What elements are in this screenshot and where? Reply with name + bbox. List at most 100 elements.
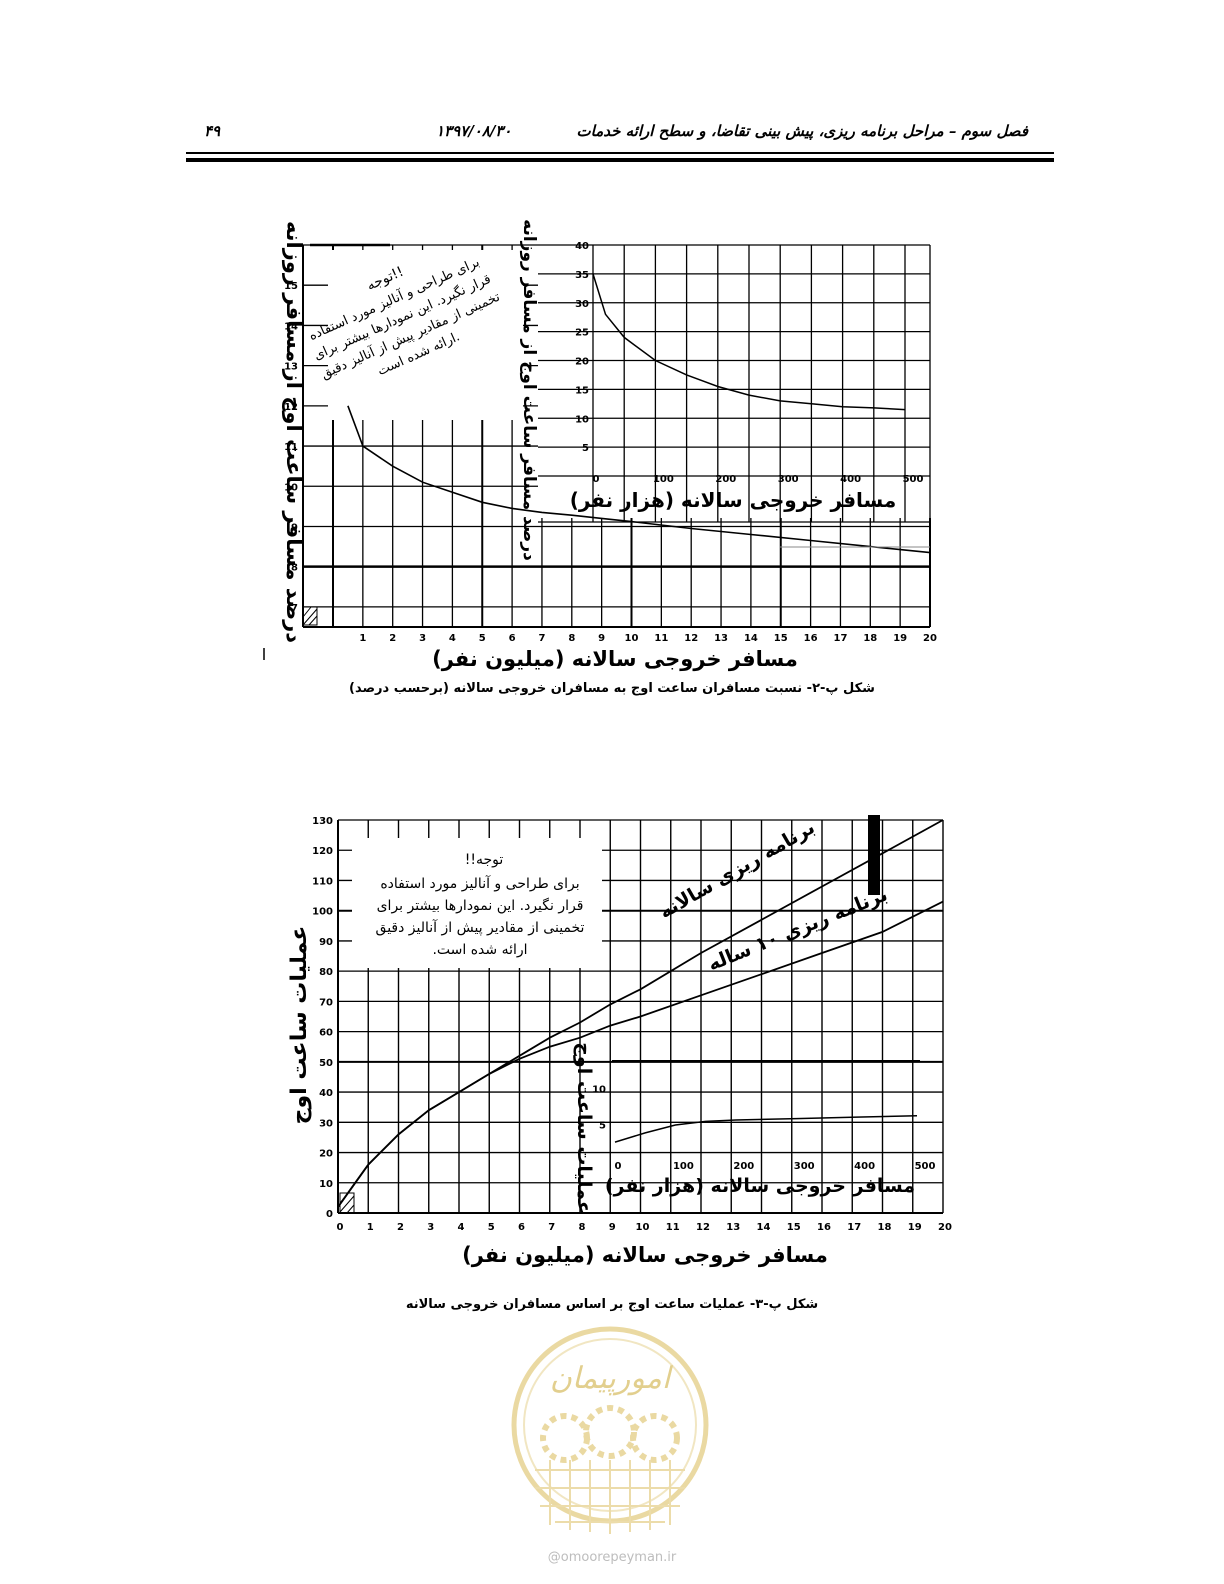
y-tick-label: 110: [312, 876, 333, 887]
inset-y-tick-label: 30: [575, 299, 589, 310]
x-tick-label: 17: [847, 1222, 861, 1233]
x-tick-label: 1: [359, 633, 366, 644]
figure1-note-box: [328, 250, 523, 420]
figure2-chart: توجه!! برای طراحی و آنالیز مورد استفاده …: [287, 815, 952, 1267]
inset-y-tick-label: 10: [592, 1085, 606, 1096]
x-tick-label: 11: [666, 1222, 680, 1233]
x-tick-label: 12: [684, 633, 698, 644]
x-tick-label: 1: [367, 1222, 374, 1233]
footer-site: @omoorepeyman.ir: [547, 1550, 677, 1565]
figure2-inset-ylabel: عملیات ساعت اوج: [573, 1042, 595, 1214]
inset-x-tick-label: 100: [673, 1161, 694, 1172]
y-tick-label: 13: [284, 362, 298, 373]
x-tick-label: 5: [488, 1222, 495, 1233]
inset-series-line: [614, 1114, 918, 1143]
watermark-logo: امورپیمان: [511, 1326, 709, 1534]
inset-x-tick-label: 100: [653, 474, 674, 485]
figure2-note: توجه!! برای طراحی و آنالیز مورد استفاده …: [376, 852, 585, 958]
x-tick-label: 7: [538, 633, 545, 644]
figure2-xlabel: مسافر خروجی سالانه (میلیون نفر): [462, 1243, 828, 1267]
inset-y-tick-label: 25: [575, 328, 589, 339]
inset-y-tick-label: 20: [575, 357, 589, 368]
header-rule-thick: [186, 158, 1054, 162]
figure1-ticks: 1 2 3 4 5 6 7 8 9 10 11 12 13 14 15 16 17 18 19 20789101112…: [284, 281, 937, 644]
x-tick-label: 8: [579, 1222, 586, 1233]
inset-x-tick-label: 400: [854, 1161, 875, 1172]
y-tick-label: 8: [291, 563, 298, 574]
y-tick-label: 130: [312, 816, 333, 827]
figure1-inset-xlabel: مسافر خروجی سالانه (هزار نفر): [570, 488, 897, 512]
y-tick-label: 100: [312, 907, 333, 918]
inset-y-tick-label: 35: [575, 270, 589, 281]
y-tick-label: 12: [284, 402, 298, 413]
y-tick-label: 40: [319, 1088, 333, 1099]
x-tick-label: 18: [863, 633, 877, 644]
x-tick-label: 3: [427, 1222, 434, 1233]
x-tick-label: 7: [548, 1222, 555, 1233]
figure2-note-line-4: تخمینی از مقادیر پیش از آنالیز دقیق: [376, 919, 585, 936]
inset-x-tick-label: 300: [794, 1161, 815, 1172]
x-tick-label: 10: [625, 633, 639, 644]
inset-x-tick-label: 200: [733, 1161, 754, 1172]
page-number: ۴۹: [204, 122, 221, 140]
x-tick-label: 16: [804, 633, 818, 644]
figure1-caption: شکل پ-۲- نسبت مسافران ساعت اوج به مسافرا…: [349, 681, 875, 696]
figure1-xlabel: مسافر خروجی سالانه (میلیون نفر): [432, 647, 798, 671]
inset-x-tick-label: 0: [615, 1161, 622, 1172]
figure2-note-box: [352, 838, 602, 968]
x-tick-label: 16: [817, 1222, 831, 1233]
figure2-note-line-3: قرار نگیرد. این نمودارها بیشتر برای: [377, 897, 584, 914]
inset-x-tick-label: 400: [840, 474, 861, 485]
figure1-ylabel: درصد مسافر ساعت اوج از مسافر روزانه: [281, 221, 306, 643]
x-tick-label: 15: [774, 633, 788, 644]
inset-y-tick-label: 5: [582, 443, 589, 454]
x-tick-label: 2: [389, 633, 396, 644]
y-tick-label: 15: [284, 281, 298, 292]
x-tick-label: 13: [714, 633, 728, 644]
y-tick-label: 9: [291, 522, 298, 533]
figure2-black-bar: [868, 815, 880, 895]
x-tick-label: 20: [938, 1222, 952, 1233]
x-tick-label: 0: [337, 1222, 344, 1233]
series-line: [347, 405, 931, 554]
y-tick-label: 7: [291, 603, 298, 614]
x-tick-label: 19: [893, 633, 907, 644]
inset-series-line: [592, 273, 906, 411]
x-tick-label: 2: [397, 1222, 404, 1233]
inset-x-tick-label: 500: [915, 1161, 936, 1172]
inset-x-tick-label: 0: [593, 474, 600, 485]
inset-bg: [538, 243, 933, 518]
header-rule-thin: [186, 152, 1054, 154]
figure2-note-line-2: برای طراحی و آنالیز مورد استفاده: [380, 875, 579, 892]
y-tick-label: 50: [319, 1058, 333, 1069]
x-tick-label: 14: [744, 633, 758, 644]
y-tick-label: 10: [284, 482, 298, 493]
inset-x-tick-label: 300: [778, 474, 799, 485]
figure1-inset-ylabel: درصد مسافر ساعت اوج از مسافر روزانه: [519, 219, 539, 561]
inset-y-tick-label: 40: [575, 241, 589, 252]
y-tick-label: 0: [326, 1209, 333, 1220]
x-tick-label: 3: [419, 633, 426, 644]
x-tick-label: 19: [908, 1222, 922, 1233]
x-tick-label: 4: [458, 1222, 465, 1233]
y-tick-label: 120: [312, 846, 333, 857]
figure1-curves: [347, 405, 931, 554]
figure2-caption: شکل پ-۳- عملیات ساعت اوج بر اساس مسافران…: [405, 1297, 819, 1312]
x-tick-label: 6: [518, 1222, 525, 1233]
inset-y-tick-label: 5: [599, 1120, 606, 1131]
figure2-ylabel: عملیات ساعت اوج: [287, 926, 312, 1125]
y-tick-label: 60: [319, 1028, 333, 1039]
y-tick-label: 80: [319, 967, 333, 978]
y-tick-label: 11: [284, 442, 298, 453]
x-tick-label: 17: [833, 633, 847, 644]
header-title: فصل سوم – مراحل برنامه ریزی، پیش بینی تق…: [576, 122, 1028, 140]
y-tick-label: 90: [319, 937, 333, 948]
x-tick-label: 9: [598, 633, 605, 644]
watermark-text: امورپیمان: [550, 1361, 674, 1396]
x-tick-label: 10: [636, 1222, 650, 1233]
y-tick-label: 70: [319, 997, 333, 1008]
inset-x-tick-label: 500: [903, 474, 924, 485]
x-tick-label: 12: [696, 1222, 710, 1233]
